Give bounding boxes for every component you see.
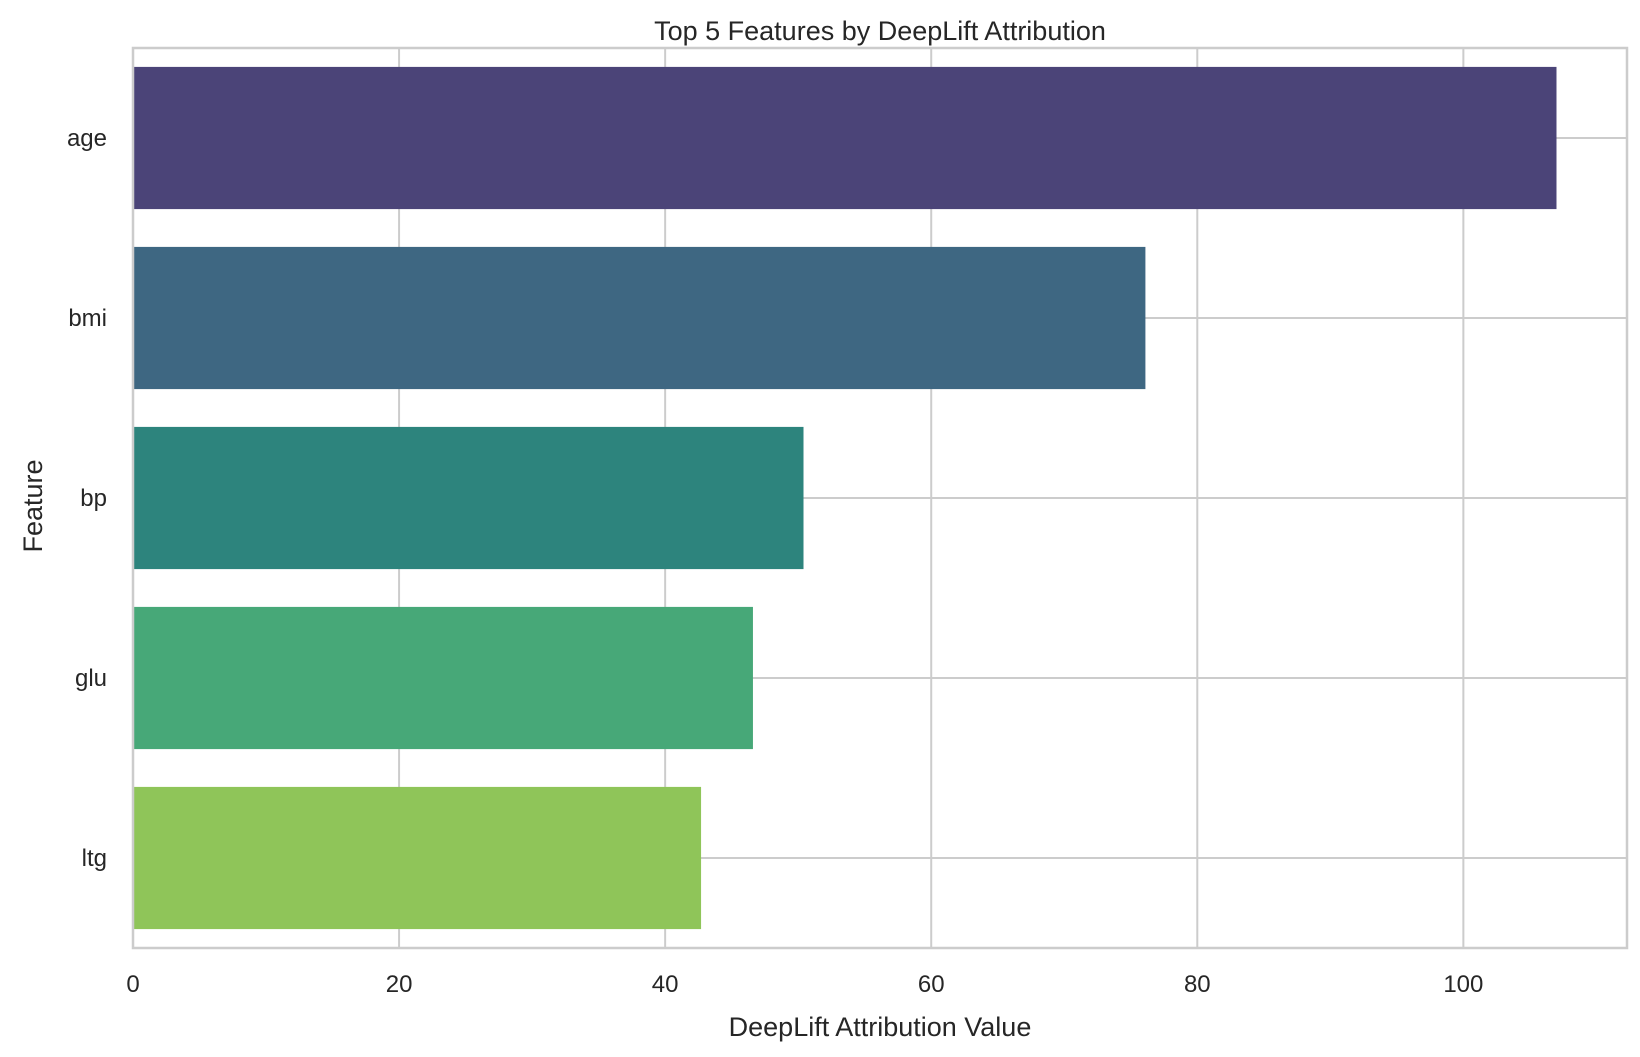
y-tick-label: age (67, 125, 107, 152)
x-tick-labels: 0 20 40 60 80 100 (126, 971, 1483, 998)
chart-title: Top 5 Features by DeepLift Attribution (654, 16, 1106, 46)
x-tick-label: 0 (126, 971, 139, 998)
x-tick-label: 40 (652, 971, 679, 998)
y-tick-labels: age bmi bp glu ltg (67, 125, 107, 872)
x-tick-label: 20 (386, 971, 413, 998)
bar-ltg (133, 786, 702, 930)
x-tick-label: 60 (918, 971, 945, 998)
y-tick-label: bmi (68, 305, 107, 332)
bar-age (133, 66, 1557, 210)
y-tick-label: bp (80, 485, 107, 512)
y-tick-label: glu (75, 665, 107, 692)
bar-bmi (133, 246, 1146, 390)
x-tick-label: 100 (1443, 971, 1483, 998)
y-tick-label: ltg (82, 845, 107, 872)
bar-bp (133, 426, 804, 570)
x-tick-label: 80 (1184, 971, 1211, 998)
bars (133, 66, 1557, 930)
x-axis-label: DeepLift Attribution Value (729, 1012, 1032, 1042)
y-axis-label: Feature (18, 459, 48, 552)
plot-frame (131, 46, 1629, 950)
bar-glu (133, 606, 753, 750)
